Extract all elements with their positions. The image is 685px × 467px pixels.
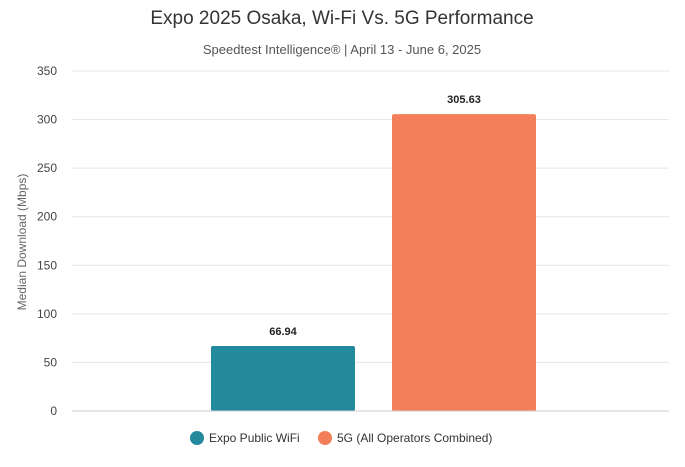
y-axis-ticks: 0 50 100 150 200 250 300 350 bbox=[37, 64, 57, 418]
legend: Expo Public WiFi 5G (All Operators Combin… bbox=[190, 431, 492, 445]
data-label: 66.94 bbox=[269, 326, 297, 338]
bar-5g-all-operators bbox=[392, 114, 536, 411]
bar-expo-public-wifi bbox=[211, 345, 355, 411]
gridlines bbox=[72, 70, 669, 363]
y-tick-label: 200 bbox=[37, 210, 57, 224]
legend-label: 5G (All Operators Combined) bbox=[337, 431, 492, 445]
y-tick-label: 100 bbox=[37, 307, 57, 321]
chart-title: Expo 2025 Osaka, Wi-Fi Vs. 5G Performanc… bbox=[150, 8, 533, 29]
bars bbox=[211, 114, 536, 411]
chart-subtitle: Speedtest Intelligence® | April 13 - Jun… bbox=[203, 42, 481, 57]
legend-swatch bbox=[318, 431, 332, 445]
y-tick-label: 300 bbox=[37, 113, 57, 127]
data-labels: 66.94 305.63 bbox=[269, 94, 481, 338]
y-axis-title: Median Download (Mbps) bbox=[15, 174, 29, 311]
y-tick-label: 350 bbox=[37, 64, 57, 78]
legend-swatch bbox=[190, 431, 204, 445]
y-tick-label: 150 bbox=[37, 258, 57, 272]
legend-label: Expo Public WiFi bbox=[209, 431, 300, 445]
y-tick-label: 0 bbox=[50, 404, 57, 418]
y-tick-label: 50 bbox=[44, 355, 58, 369]
data-label: 305.63 bbox=[447, 94, 481, 106]
y-tick-label: 250 bbox=[37, 161, 57, 175]
